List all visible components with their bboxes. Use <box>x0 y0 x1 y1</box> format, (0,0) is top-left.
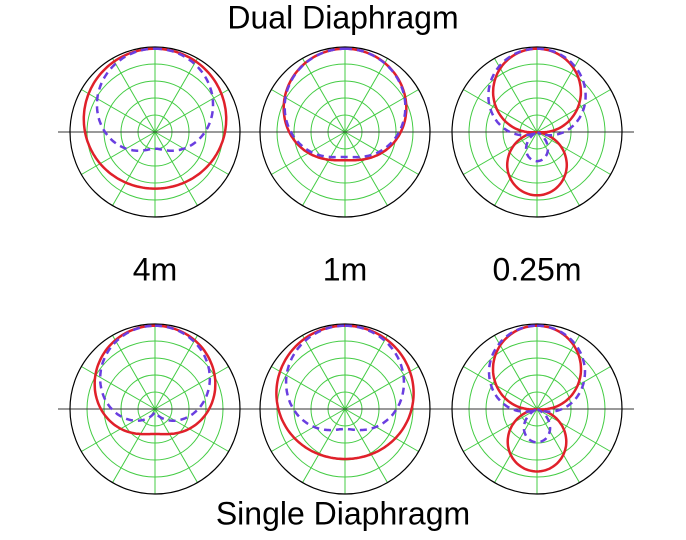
grid-spoke <box>154 58 198 133</box>
grid-spoke <box>112 131 156 206</box>
grid-spoke <box>271 366 346 410</box>
grid-spoke <box>463 131 538 175</box>
grid-spoke <box>344 408 419 452</box>
red-pattern <box>491 324 583 473</box>
grid-spoke <box>302 58 346 133</box>
grid-spoke <box>344 366 419 410</box>
distance-label: 0.25m <box>493 251 582 287</box>
grid-spoke <box>154 408 198 483</box>
distance-label: 1m <box>323 251 367 287</box>
grid-spoke <box>463 89 538 133</box>
grid-spoke <box>463 366 538 410</box>
grid-spoke <box>271 408 346 452</box>
grid-spoke <box>494 335 538 410</box>
grid-spoke <box>302 408 346 483</box>
grid-spoke <box>81 131 156 175</box>
outer-circle <box>69 323 241 495</box>
grid-spoke <box>463 408 538 452</box>
grid-spoke <box>154 131 198 206</box>
grid-spoke <box>536 335 580 410</box>
blue-pattern <box>95 47 215 152</box>
grid-spoke <box>154 131 229 175</box>
grid-spoke <box>154 408 229 452</box>
distance-label: 4m <box>133 251 177 287</box>
grid-spoke <box>302 131 346 206</box>
grid-spoke <box>344 131 388 206</box>
grid-spoke <box>344 58 388 133</box>
red-pattern <box>275 324 415 461</box>
blue-pattern <box>283 47 407 159</box>
grid-spoke <box>154 89 229 133</box>
outer-circle <box>69 46 241 218</box>
grid-spoke <box>154 366 229 410</box>
outer-circle <box>259 46 431 218</box>
grid-spoke <box>344 89 419 133</box>
grid-spoke <box>271 89 346 133</box>
grid-spoke <box>536 408 611 452</box>
grid-spoke <box>536 131 580 206</box>
red-pattern <box>82 47 228 190</box>
outer-circle <box>451 323 623 495</box>
red-pattern <box>491 47 583 197</box>
grid-spoke <box>154 335 198 410</box>
polar-plots <box>58 46 634 495</box>
grid-spoke <box>344 408 388 483</box>
grid-spoke <box>536 89 611 133</box>
blue-pattern <box>487 47 587 163</box>
grid-spoke <box>112 408 156 483</box>
grid-spoke <box>302 335 346 410</box>
grid-spoke <box>536 408 580 483</box>
red-pattern <box>93 324 217 436</box>
grid-spoke <box>112 335 156 410</box>
grid-spoke <box>536 366 611 410</box>
grid-spoke <box>494 131 538 206</box>
grid-spoke <box>81 408 156 452</box>
outer-circle <box>259 323 431 495</box>
grid-spoke <box>81 366 156 410</box>
grid-spoke <box>536 58 580 133</box>
grid-spoke <box>494 58 538 133</box>
grid-spoke <box>344 335 388 410</box>
grid-spoke <box>81 89 156 133</box>
grid-spoke <box>112 58 156 133</box>
outer-circle <box>451 46 623 218</box>
grid-spoke <box>494 408 538 483</box>
top-title: Dual Diaphragm <box>227 0 458 35</box>
grid-spoke <box>536 131 611 175</box>
bottom-title: Single Diaphragm <box>216 495 470 531</box>
